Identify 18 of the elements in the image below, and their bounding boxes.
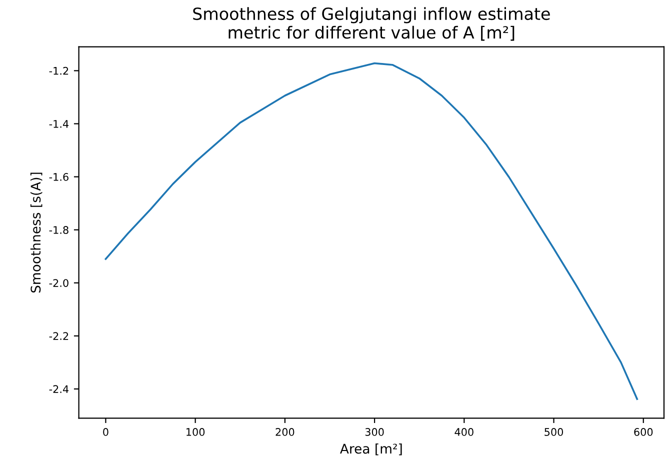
- x-tick-label: 200: [276, 428, 294, 436]
- x-tick-label: 500: [544, 428, 564, 436]
- y-tick-label: -2.0: [49, 279, 68, 287]
- y-tick-label: -1.6: [49, 173, 68, 181]
- y-tick-label: -2.4: [49, 385, 69, 393]
- x-axis-title: Area [m²]: [340, 443, 402, 456]
- chart-title: Smoothness of Gelgjutangi inflow estimate metric for different value of A [m²]: [193, 7, 550, 41]
- x-tick-label: 400: [454, 428, 474, 436]
- y-tick-label: -1.8: [49, 226, 68, 234]
- x-tick-label: 0: [103, 428, 108, 436]
- x-tick-label: 600: [634, 428, 653, 436]
- line-series: [104, 62, 638, 400]
- x-tick-label: 100: [186, 428, 205, 436]
- y-tick-label: -2.2: [49, 332, 68, 340]
- x-tick-label: 300: [365, 428, 384, 436]
- y-tick-label: -1.2: [49, 66, 68, 75]
- y-tick-label: -1.4: [49, 120, 69, 128]
- y-axis-title: Smoothness [s(A)]: [30, 172, 42, 293]
